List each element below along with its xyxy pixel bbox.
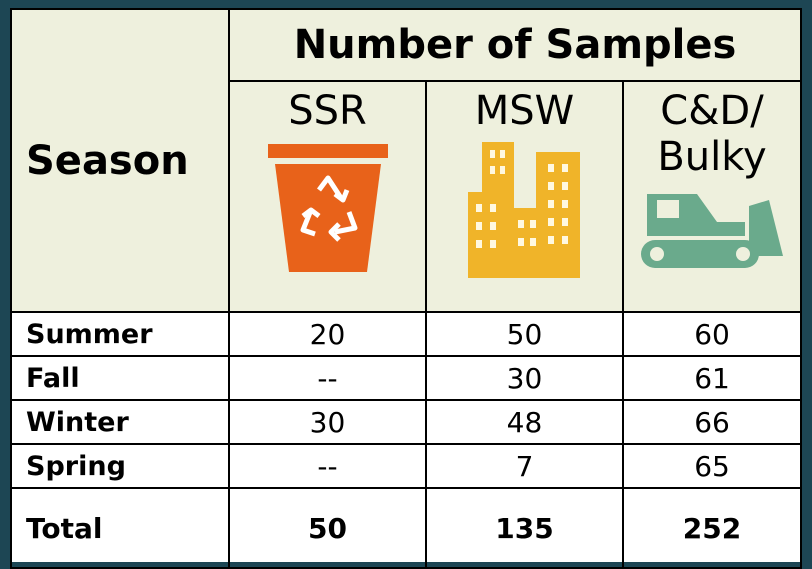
cell: 7 [425,443,624,489]
row-label: Spring [10,443,230,489]
column-header: SSR [228,80,427,313]
table-row: Winter 30 48 66 [10,399,803,445]
table-wrap: Season Number of Samples SSR MSW [10,8,803,569]
table-body: Summer 20 50 60 Fall -- 30 61 Winter 30 48 66 Spring… [10,311,803,569]
cell: 65 [621,443,803,489]
cell: 135 [425,487,624,569]
group-header: Number of Samples [227,8,803,82]
cell: 20 [228,311,427,357]
samples-table: Season Number of Samples SSR MSW [10,8,803,569]
cell: -- [228,443,427,489]
bulldozer-icon [641,194,783,268]
cell: 30 [228,399,427,445]
buildings-icon [467,142,580,278]
row-label: Winter [10,399,230,445]
cell: 50 [228,487,427,569]
cell: 66 [621,399,803,445]
column-label: SSR [288,88,367,134]
column-header: C&D/ Bulky [621,80,803,313]
column-label: MSW [474,88,575,134]
cell: -- [228,355,427,401]
cell: 30 [425,355,624,401]
row-label: Fall [10,355,230,401]
cell: 61 [621,355,803,401]
row-label: Summer [10,311,230,357]
cell: 252 [621,487,803,569]
table-row: Fall -- 30 61 [10,355,803,401]
table-row: Spring -- 7 65 [10,443,803,489]
column-header: MSW [425,80,624,313]
cell: 48 [425,399,624,445]
row-label: Total [10,487,230,569]
column-label: C&D/ Bulky [657,88,767,180]
column-row: SSR MSW [11,80,803,313]
trash-icon [267,144,388,272]
header-row: Season Number of Samples [10,8,803,313]
season-header: Season [10,8,230,313]
cell: 50 [425,311,624,357]
cell: 60 [621,311,803,357]
table-row: Summer 20 50 60 [10,311,803,357]
table-row: Total 50 135 252 [10,487,803,569]
